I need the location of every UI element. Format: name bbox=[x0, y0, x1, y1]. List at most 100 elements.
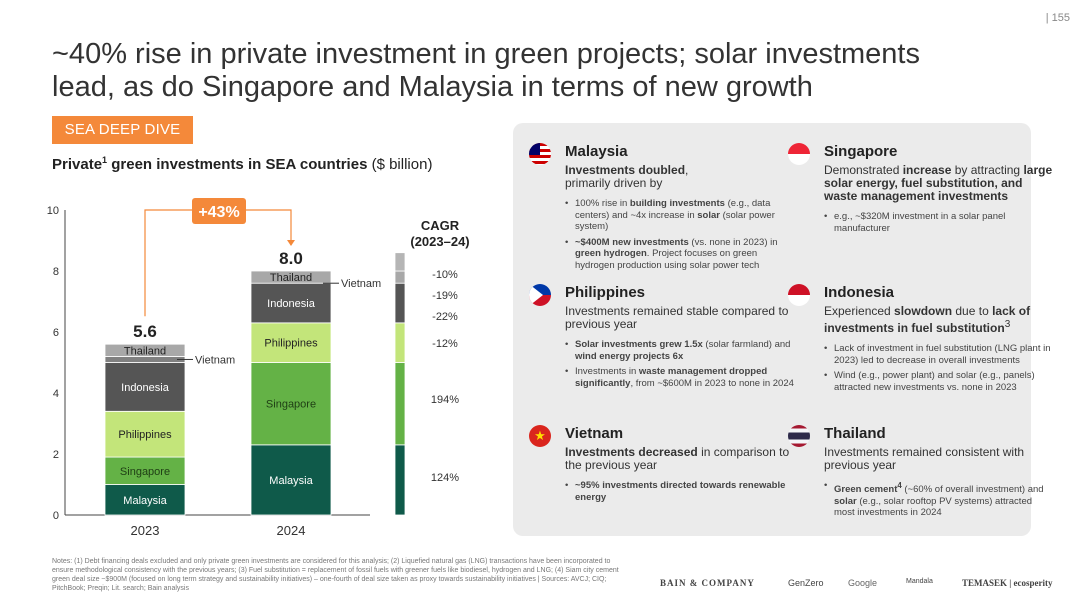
bar-segment-thailand bbox=[250, 270, 332, 284]
y-tick-label: 2 bbox=[53, 449, 59, 461]
bar-segment-thailand bbox=[104, 343, 186, 357]
genzero-logo: GenZero bbox=[788, 578, 824, 588]
country-card-indonesia: Indonesia Experienced slowdown due to lac… bbox=[788, 284, 1054, 397]
bullet-item: Investments in waste management dropped … bbox=[565, 366, 795, 389]
country-bullets: ~95% investments directed towards renewa… bbox=[565, 480, 795, 503]
bullet-item: ~$400M new investments (vs. none in 2023… bbox=[565, 237, 795, 272]
country-card-singapore: Singapore Demonstrated increase by attrac… bbox=[788, 143, 1054, 238]
cagr-bar-segment bbox=[394, 362, 406, 446]
bullet-item: ~95% investments directed towards renewa… bbox=[565, 480, 795, 503]
y-tick-label: 10 bbox=[47, 205, 59, 217]
cagr-title: CAGR bbox=[421, 218, 460, 233]
country-headline: Demonstrated increase by attracting larg… bbox=[824, 163, 1053, 203]
y-tick-label: 6 bbox=[53, 327, 59, 339]
subtitle-unit: ($ billion) bbox=[367, 156, 433, 173]
cagr-value-indonesia: -22% bbox=[432, 311, 458, 323]
cagr-bar-segment bbox=[394, 270, 406, 284]
bar-segment-malaysia bbox=[104, 484, 186, 516]
growth-arrowhead bbox=[287, 240, 295, 246]
country-bullets: Green cement4 (~60% of overall investmen… bbox=[824, 480, 1054, 519]
subtitle-footnote: 1 bbox=[102, 155, 108, 165]
segment-label: Singapore bbox=[266, 399, 316, 411]
bullet-item: Solar investments grew 1.5x (solar farml… bbox=[565, 339, 795, 362]
segment-label: Thailand bbox=[124, 345, 166, 357]
country-headline: Experienced slowdown due to lack of inve… bbox=[824, 304, 1031, 335]
segment-label: Malaysia bbox=[269, 475, 313, 487]
country-name: Vietnam bbox=[565, 425, 624, 442]
bar-segment-singapore bbox=[104, 456, 186, 485]
bullet-item: Lack of investment in fuel substitution … bbox=[824, 343, 1054, 366]
bar-segment-philippines bbox=[250, 322, 332, 363]
page-title: ~40% rise in private investment in green… bbox=[52, 38, 920, 103]
country-bullets: e.g., ~$320M investment in a solar panel… bbox=[824, 211, 1054, 234]
y-tick-label: 4 bbox=[53, 388, 59, 400]
bar-segment-indonesia bbox=[104, 362, 186, 412]
malaysia-flag-icon bbox=[529, 143, 551, 165]
bar-segment-philippines bbox=[104, 410, 186, 458]
singapore-flag-icon bbox=[788, 143, 810, 165]
bullet-item: Wind (e.g., power plant) and solar (e.g.… bbox=[824, 370, 1054, 393]
vietnam-callout-2023: Vietnam bbox=[195, 354, 235, 366]
country-card-thailand: Thailand Investments remained consistent … bbox=[788, 425, 1054, 523]
segment-label: Indonesia bbox=[267, 298, 316, 310]
y-tick-label: 0 bbox=[53, 510, 59, 522]
country-bullets: Lack of investment in fuel substitution … bbox=[824, 343, 1054, 393]
google-logo: Google bbox=[848, 578, 878, 588]
segment-label: Thailand bbox=[270, 272, 312, 284]
cagr-value-malaysia: 124% bbox=[431, 472, 459, 484]
bullet-item: 100% rise in building investments (e.g.,… bbox=[565, 198, 795, 233]
cagr-value-philippines: -12% bbox=[432, 338, 458, 350]
partner-logos: BAIN & COMPANY GenZero Google Mandala TE… bbox=[660, 578, 1080, 598]
country-card-malaysia: Malaysia Investments doubled, primarily dr… bbox=[529, 143, 795, 275]
country-name: Indonesia bbox=[824, 284, 895, 301]
cagr-bar-segment bbox=[394, 322, 406, 363]
country-headline: Investments doubled, primarily driven by bbox=[565, 163, 689, 190]
country-name: Singapore bbox=[824, 143, 898, 160]
y-tick-label: 8 bbox=[53, 266, 59, 278]
country-name: Philippines bbox=[565, 284, 646, 301]
country-bullets: 100% rise in building investments (e.g.,… bbox=[565, 198, 795, 271]
country-headline: Investments remained stable compared to … bbox=[565, 304, 789, 331]
cagr-bar-segment bbox=[394, 444, 406, 516]
growth-label: +43% bbox=[198, 204, 239, 221]
segment-label: Singapore bbox=[120, 466, 170, 478]
total-label: 5.6 bbox=[133, 322, 157, 341]
subtitle-rest: green investments in SEA countries bbox=[107, 156, 368, 173]
segment-label: Philippines bbox=[118, 429, 172, 441]
growth-badge bbox=[192, 198, 246, 224]
country-insights-panel: Malaysia Investments doubled, primarily dr… bbox=[513, 123, 1052, 536]
segment-label: Indonesia bbox=[121, 382, 170, 394]
philippines-flag-icon bbox=[529, 284, 551, 306]
country-headline: Investments decreased in comparison to t… bbox=[565, 445, 790, 472]
cagr-bar-segment bbox=[394, 252, 406, 272]
mandala-logo: Mandala bbox=[906, 578, 933, 585]
stacked-bar-chart: 0 2 4 6 8 10 Malaysia Singapore Philippines Indon… bbox=[47, 198, 470, 538]
x-tick-label: 2024 bbox=[277, 523, 306, 538]
cagr-value-thailand: -10% bbox=[432, 269, 458, 281]
thailand-flag-icon bbox=[788, 425, 810, 447]
bain-logo: BAIN & COMPANY bbox=[660, 578, 755, 588]
country-name: Malaysia bbox=[565, 143, 628, 160]
country-headline: Investments remained consistent with pre… bbox=[824, 445, 1025, 472]
country-card-philippines: Philippines Investments remained stable c… bbox=[529, 284, 795, 393]
x-tick-label: 2023 bbox=[131, 523, 160, 538]
segment-label: Malaysia bbox=[123, 495, 167, 507]
cagr-value-singapore: 194% bbox=[431, 394, 459, 406]
bar-segment-singapore bbox=[250, 362, 332, 446]
subtitle-main: Private bbox=[52, 156, 103, 173]
vietnam-callout-2024: Vietnam bbox=[341, 278, 381, 290]
cagr-bar-segment bbox=[394, 282, 406, 324]
chart-subtitle: Private1 green investments in SEA countr… bbox=[52, 155, 432, 173]
total-label: 8.0 bbox=[279, 249, 303, 268]
bar-segment-malaysia bbox=[250, 444, 332, 516]
country-bullets: Solar investments grew 1.5x (solar farml… bbox=[565, 339, 795, 389]
vietnam-flag-icon: ★ bbox=[529, 425, 551, 447]
cagr-value-vietnam: -19% bbox=[432, 290, 458, 302]
cagr-subtitle: (2023–24) bbox=[410, 234, 469, 249]
bar-segment-indonesia bbox=[250, 282, 332, 324]
country-name: Thailand bbox=[824, 425, 886, 442]
section-tag: SEA DEEP DIVE bbox=[52, 116, 193, 144]
bar-segment-vietnam bbox=[104, 355, 186, 363]
bullet-item: Green cement4 (~60% of overall investmen… bbox=[824, 480, 1054, 519]
bullet-item: e.g., ~$320M investment in a solar panel… bbox=[824, 211, 1054, 234]
